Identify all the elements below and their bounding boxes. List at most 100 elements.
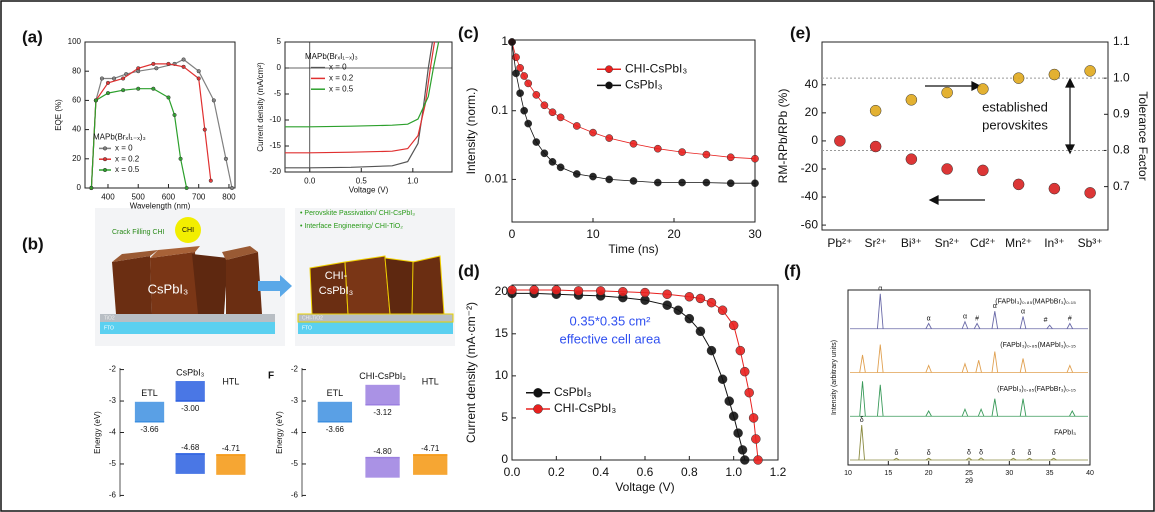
layer-name: HTL [222,376,239,386]
y-tick-label: 0 [277,63,282,72]
layer-name: CHI-CsPbI₃ [359,371,406,381]
y-tick-label: -4 [291,428,299,437]
panel-label: (d) [458,261,480,280]
data-point [181,64,186,69]
y2-tick-label: 1.0 [1113,70,1130,84]
y2-tick-label: 0.8 [1113,143,1130,157]
trace-label: FAPbI₃ [1054,430,1076,437]
data-point [89,185,94,191]
y-tick-label: 0 [77,183,82,192]
crystal [112,256,152,314]
data-point [941,163,953,175]
data-point [589,172,597,181]
data-point [595,286,606,296]
x-tick-label: 1.0 [407,176,419,185]
xrd-peak [1066,322,1074,329]
panel-label: (e) [790,23,811,42]
peak-label: # [975,315,979,322]
schematic-left: CHI Crack Filling CHI CsPbI₃ TiO2 FTO [95,208,292,346]
x-tick-label: 10 [586,227,600,241]
y-tick-label: 80 [72,66,81,75]
data-point [724,396,734,406]
x-axis-label: Voltage (V) [615,480,674,494]
data-point [706,297,717,308]
y-axis-label: Intensity (arbitrary units) [831,340,838,415]
data-point [717,374,728,384]
y-tick-label: 40 [72,125,81,134]
data-point [532,91,541,99]
x-tick-label: 0.0 [304,176,316,185]
data-point [151,86,156,91]
data-point [702,178,711,187]
legend-marker [533,404,543,414]
legend-label: x = 0.5 [329,84,354,93]
y-axis-label: Energy (eV) [93,411,102,454]
x-axis-label: Time (ns) [608,242,658,256]
data-point [573,286,584,296]
peak-label: δ [1028,450,1032,457]
x-tick-label: Sr²⁺ [864,236,886,250]
level-label: -4.71 [421,444,440,453]
legend-label: CsPbI₃ [554,385,592,399]
y-axis-label: Intensity (norm.) [464,88,478,175]
data-point [1012,72,1025,84]
data-point [572,122,581,130]
data-point [196,76,201,81]
y-tick-label: -5 [274,89,282,98]
data-point [520,72,529,80]
x-axis-label: Voltage (V) [349,186,389,195]
energy-level [317,401,353,422]
data-point [726,179,735,188]
peak-label: α [927,315,931,322]
data-point [154,66,159,71]
data-point [529,285,539,295]
layer-name: HTL [422,376,439,386]
trace-label: (FAPbI₃)₀.₈₅(FAPbBr₃)₀.₁₅ [997,386,1076,393]
x-tick-label: 500 [132,192,146,201]
crystal-top [112,250,158,262]
xrd-peak [925,322,932,329]
data-point [941,86,953,99]
xrd-peak [991,311,999,329]
data-point [740,455,750,465]
layer-name: ETL [327,388,344,398]
data-point [1084,65,1096,77]
data-point [551,285,562,295]
x-tick-label: 1.0 [725,465,742,479]
data-point [744,387,754,398]
data-point [151,61,156,66]
y-tick-label: -20 [801,161,819,175]
x-tick-label: 35 [1046,470,1054,477]
xrd-peak [1019,398,1027,417]
diagram-letter: F [268,371,274,382]
trace-label: (FAPbI₃)₀.₈₅(MAPbI₃)₀.₁₅ [1000,342,1076,349]
layer-name: CsPbI₃ [176,367,205,377]
data-point [99,76,104,81]
crystal [384,257,416,315]
y-tick-label: 0 [811,133,818,147]
legend-label: x = 0.2 [329,74,354,83]
data-point [834,135,846,147]
y-tick-label: -3 [109,396,117,405]
y-tick-label: -6 [291,491,299,500]
y2-axis-label: Tolerance Factor [1136,91,1150,180]
data-point [540,101,549,110]
y-tick-label: 20 [805,105,819,119]
data-point [507,285,517,295]
data-point [629,177,638,185]
data-point [618,286,628,297]
legend-label: x = 0.5 [115,165,140,174]
y-tick-label: -6 [109,491,117,500]
legend-label: CsPbI₃ [625,78,663,92]
x-tick-label: 30 [748,227,762,241]
series-line [285,41,440,128]
layer-label: TiO2 [104,315,115,321]
data-point [728,411,739,421]
x-tick-label: 1.2 [770,465,787,479]
data-point [629,139,638,148]
layer-label: CHI-TiO2 [302,315,323,321]
film-label: CHI- [325,270,348,282]
data-point [695,293,706,304]
data-point [516,64,524,72]
